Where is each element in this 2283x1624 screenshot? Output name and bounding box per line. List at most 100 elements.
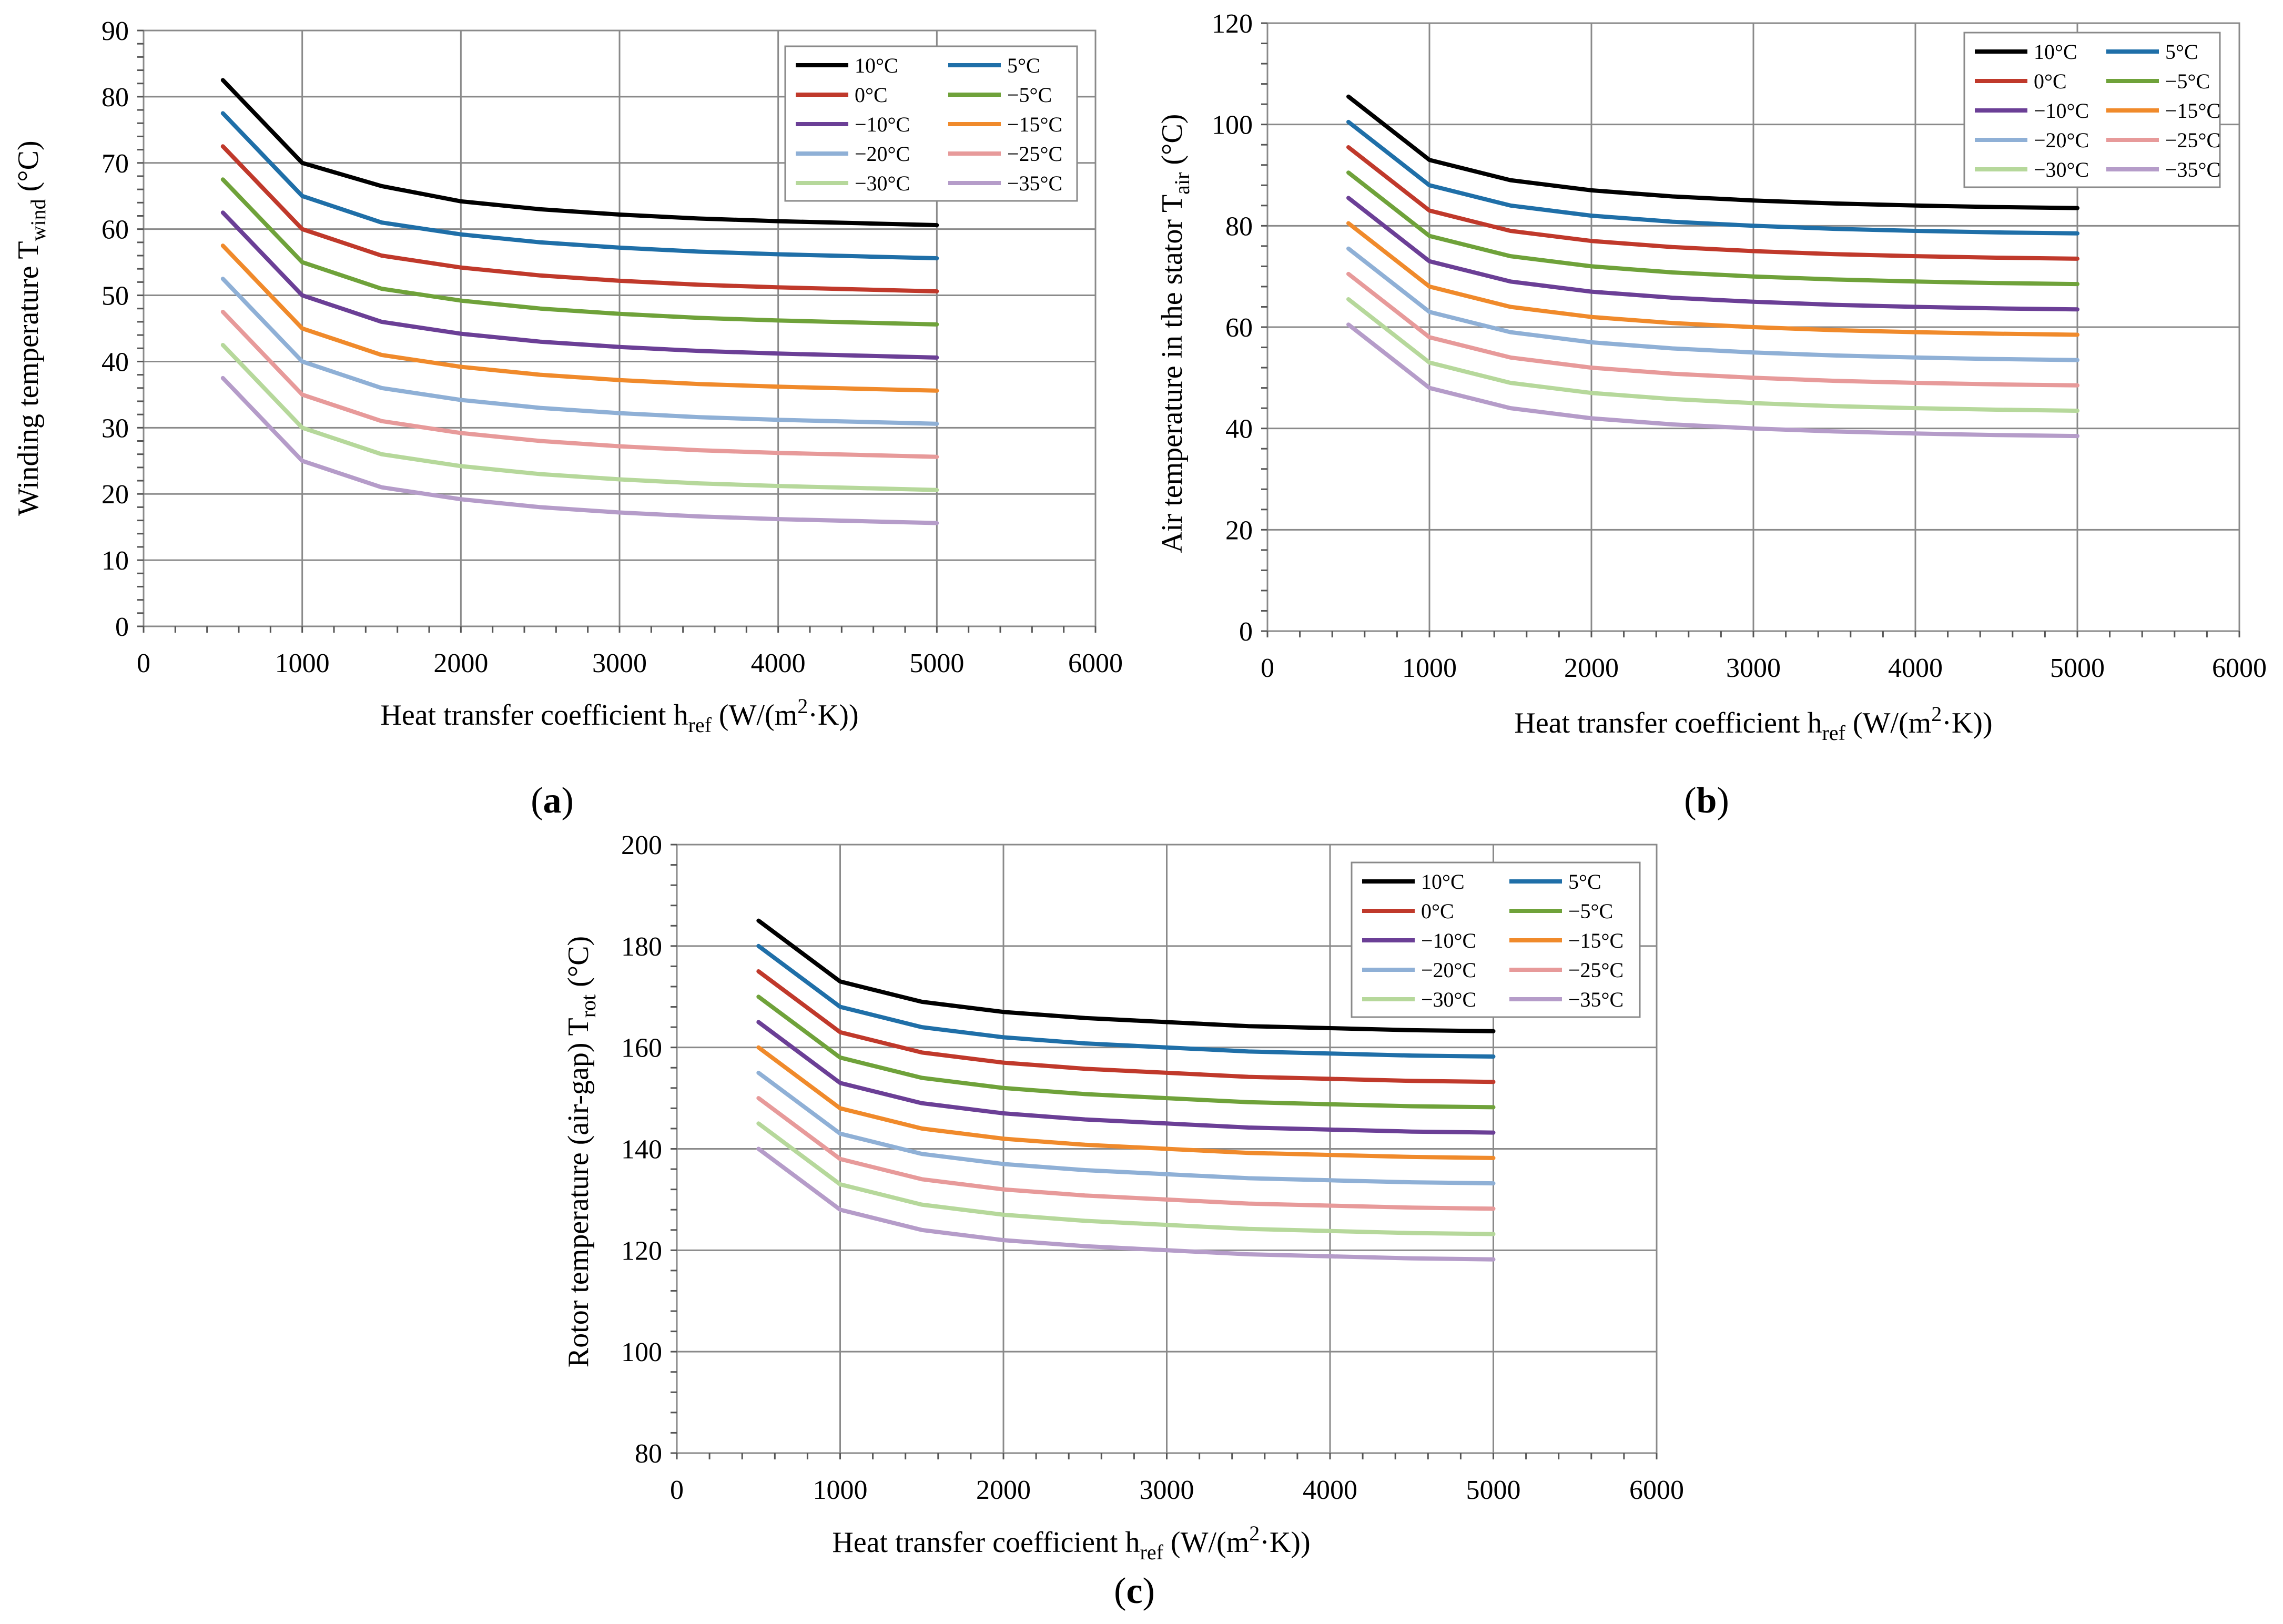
- y-tick-label: 50: [102, 281, 129, 311]
- series-line: [220, 310, 939, 459]
- legend-label: −15°C: [2165, 99, 2220, 123]
- legend-label: −25°C: [2165, 128, 2220, 152]
- series-line: [220, 78, 939, 228]
- x-axis-label: Heat transfer coefficient href (W/(m2·K)…: [832, 1521, 1310, 1564]
- x-axis-label: Heat transfer coefficient href (W/(m2·K)…: [1514, 702, 1992, 745]
- series-line: [220, 111, 939, 261]
- series-line: [1346, 196, 2079, 312]
- y-axis-label-sub: wind: [26, 199, 50, 241]
- y-tick-label: 120: [621, 1236, 662, 1266]
- legend-label: 0°C: [1421, 899, 1454, 923]
- x-tick-label: 6000: [1068, 648, 1123, 678]
- series-line: [756, 1121, 1496, 1236]
- y-axis-label-text: Rotor temperature (air-gap) T: [562, 1018, 595, 1367]
- series-line: [756, 994, 1496, 1110]
- x-axis-label: Heat transfer coefficient href (W/(m2·K)…: [380, 694, 858, 737]
- y-axis-label: Winding temperature Twind (°C): [12, 140, 50, 515]
- x-axis-label-unit-end: ·K)): [1942, 707, 1992, 739]
- y-tick-label: 20: [102, 480, 129, 510]
- series-line: [1346, 145, 2079, 261]
- x-tick-label: 2000: [433, 648, 488, 678]
- legend-label: −15°C: [1007, 113, 1062, 136]
- series-line: [1346, 246, 2079, 362]
- series-line: [220, 243, 939, 393]
- series-line: [1346, 119, 2079, 236]
- x-tick-label: 0: [1261, 653, 1274, 683]
- x-tick-label: 6000: [2212, 653, 2267, 683]
- x-tick-label: 4000: [1303, 1475, 1357, 1505]
- y-tick-label: 80: [1225, 211, 1253, 241]
- y-tick-label: 120: [1212, 9, 1253, 39]
- chart-panel-b: 0 1000 2000 3000 4000 5000 6000 0 20 40 60 80 100 120…: [1156, 9, 2267, 821]
- x-tick-label: 1000: [813, 1475, 868, 1505]
- caption-paren: (: [531, 780, 543, 821]
- caption-paren: ): [1143, 1571, 1155, 1611]
- y-tick-label: 140: [621, 1135, 662, 1165]
- legend-label: −10°C: [855, 113, 910, 136]
- y-tick-label: 60: [102, 215, 129, 245]
- series-line: [220, 343, 939, 492]
- series-line: [1346, 94, 2079, 210]
- y-tick-label: 30: [102, 413, 129, 443]
- series-line: [220, 177, 939, 327]
- legend-label: −35°C: [1007, 171, 1062, 195]
- legend-label: −25°C: [1007, 142, 1062, 166]
- x-tick-label: 4000: [1888, 653, 1943, 683]
- y-tick-label: 20: [1225, 515, 1253, 545]
- y-tick-label: 100: [1212, 110, 1253, 140]
- y-tick-label: 160: [621, 1033, 662, 1063]
- series-line: [756, 1096, 1496, 1211]
- caption-paren: ): [562, 780, 574, 821]
- x-tick-label: 5000: [1466, 1475, 1521, 1505]
- x-axis-label-text: Heat transfer coefficient h: [380, 699, 688, 732]
- x-axis-label-text: Heat transfer coefficient h: [1514, 707, 1822, 739]
- x-axis-label-text: Heat transfer coefficient h: [832, 1526, 1140, 1559]
- y-tick-label: 200: [621, 830, 662, 860]
- y-axis-label-unit: (°C): [1156, 114, 1189, 172]
- legend-label: −20°C: [2034, 128, 2089, 152]
- y-axis-label-text: Winding temperature T: [12, 241, 45, 515]
- x-axis-label-sup: 2: [797, 694, 808, 718]
- x-tick-label: 0: [137, 648, 150, 678]
- y-tick-label: 0: [115, 612, 129, 642]
- series-line: [756, 1020, 1496, 1135]
- caption-paren: (: [1684, 780, 1696, 821]
- x-tick-label: 5000: [2050, 653, 2105, 683]
- y-tick-label: 40: [102, 347, 129, 377]
- y-axis-label-text: Air temperature in the stator T: [1156, 195, 1189, 553]
- series-line: [756, 1146, 1496, 1262]
- legend-label: −30°C: [855, 171, 910, 195]
- y-tick-label: 10: [102, 546, 129, 576]
- legend-label: 5°C: [2165, 40, 2198, 64]
- y-tick-label: 40: [1225, 414, 1253, 444]
- y-tick-label: 180: [621, 932, 662, 962]
- x-tick-label: 5000: [909, 648, 964, 678]
- y-axis-label-sub: air: [1170, 172, 1194, 195]
- legend-label: −5°C: [1568, 899, 1613, 923]
- legend-label: −20°C: [1421, 958, 1476, 982]
- x-tick-label: 2000: [976, 1475, 1031, 1505]
- y-tick-label: 80: [635, 1439, 662, 1469]
- series-line: [220, 144, 939, 293]
- series-line: [756, 969, 1496, 1084]
- y-axis-label-sub: rot: [576, 994, 600, 1018]
- x-tick-label: 3000: [1726, 653, 1781, 683]
- chart-panel-a: 0 1000 2000 3000 4000 5000 6000 0 10 20 30 40 50 60 70…: [12, 16, 1123, 821]
- series-line: [1346, 170, 2079, 287]
- legend-label: −10°C: [1421, 929, 1476, 952]
- legend-label: −35°C: [1568, 988, 1624, 1011]
- y-tick-label: 80: [102, 83, 129, 113]
- legend-label: −35°C: [2165, 158, 2220, 181]
- caption-letter: b: [1697, 780, 1717, 821]
- x-tick-label: 2000: [1564, 653, 1619, 683]
- x-axis-label-unit: (W/(m: [1163, 1526, 1249, 1559]
- legend-label: 10°C: [855, 54, 898, 77]
- y-tick-label: 70: [102, 149, 129, 179]
- panel-caption: (c): [1114, 1571, 1155, 1611]
- y-tick-label: 90: [102, 16, 129, 46]
- series-line: [220, 210, 939, 360]
- x-axis-label-unit-end: ·K)): [808, 699, 858, 732]
- x-axis-label-unit-end: ·K)): [1260, 1526, 1310, 1559]
- legend-label: −10°C: [2034, 99, 2089, 123]
